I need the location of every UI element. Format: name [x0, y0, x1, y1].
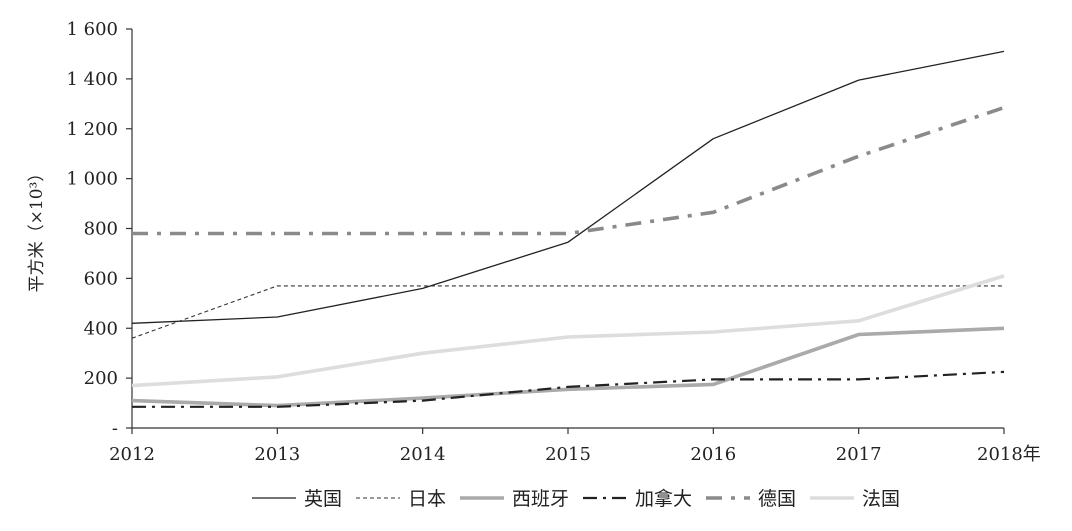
y-tick-label: -: [112, 418, 118, 439]
series-line-2: [131, 285, 1004, 339]
legend-label: 日本: [408, 488, 446, 510]
series-line-4: [132, 370, 1005, 408]
legend-label: 法国: [862, 488, 900, 510]
legend-item-2: 日本: [356, 488, 446, 510]
x-tick-label: 2018年: [977, 444, 1041, 465]
x-tick-label: 2015: [545, 444, 591, 465]
legend-label: 西班牙: [512, 488, 569, 510]
y-tick-label: 1 400: [66, 69, 118, 90]
y-tick-label: 1 200: [66, 119, 118, 140]
x-tick-label: 2016: [690, 444, 736, 465]
series-line-1: [131, 50, 1005, 324]
y-tick-label: 600: [84, 268, 118, 289]
legend-item-5: 德国: [706, 488, 796, 510]
legend-label: 英国: [304, 488, 342, 510]
y-axis-title: 平方米（×10³）: [27, 165, 47, 293]
y-tick-label: 1 600: [66, 19, 118, 40]
series-line-5: [132, 105, 1005, 236]
legend-item-1: 英国: [252, 488, 342, 510]
axes-layer: - 200 400 600 800 1 000 1 200 1 400 1 600 2012 201…: [27, 19, 1041, 465]
legend: 英国 日本 西班牙 加拿大 德国 法国: [252, 487, 900, 510]
series-layer: [131, 50, 1005, 408]
legend-item-6: 法国: [810, 488, 900, 510]
series-line-6: [131, 274, 1005, 388]
y-tick-label: 800: [84, 219, 118, 240]
legend-item-4: 加拿大: [583, 487, 692, 510]
y-tick-label: 400: [84, 318, 118, 339]
legend-item-3: 西班牙: [460, 488, 569, 510]
x-tick-label: 2013: [254, 444, 300, 465]
x-tick-label: 2012: [109, 444, 155, 465]
x-tick-label: 2017: [836, 444, 882, 465]
legend-label: 德国: [758, 488, 796, 510]
series-line-3: [131, 326, 1005, 408]
y-tick-label: 1 000: [66, 169, 118, 190]
x-tick-label: 2014: [400, 444, 446, 465]
legend-label: 加拿大: [635, 487, 692, 510]
y-tick-label: 200: [84, 368, 118, 389]
